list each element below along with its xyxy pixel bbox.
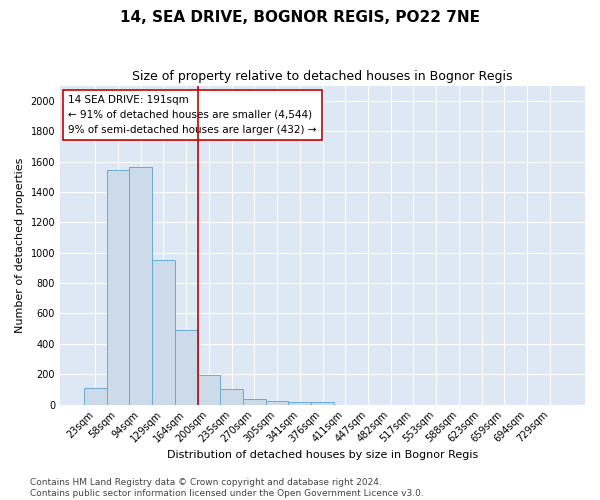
Title: Size of property relative to detached houses in Bognor Regis: Size of property relative to detached ho…: [132, 70, 513, 83]
Bar: [220, 390, 243, 404]
Bar: [311, 402, 334, 404]
Bar: [243, 400, 266, 404]
X-axis label: Distribution of detached houses by size in Bognor Regis: Distribution of detached houses by size …: [167, 450, 478, 460]
Bar: [289, 402, 311, 404]
Bar: [175, 330, 197, 404]
Text: 14, SEA DRIVE, BOGNOR REGIS, PO22 7NE: 14, SEA DRIVE, BOGNOR REGIS, PO22 7NE: [120, 10, 480, 25]
Bar: [84, 388, 107, 404]
Y-axis label: Number of detached properties: Number of detached properties: [15, 158, 25, 333]
Text: 14 SEA DRIVE: 191sqm
← 91% of detached houses are smaller (4,544)
9% of semi-det: 14 SEA DRIVE: 191sqm ← 91% of detached h…: [68, 95, 316, 134]
Bar: [197, 375, 220, 404]
Text: Contains HM Land Registry data © Crown copyright and database right 2024.
Contai: Contains HM Land Registry data © Crown c…: [30, 478, 424, 498]
Bar: [152, 260, 175, 404]
Bar: [107, 170, 130, 404]
Bar: [266, 401, 289, 404]
Bar: [130, 167, 152, 404]
